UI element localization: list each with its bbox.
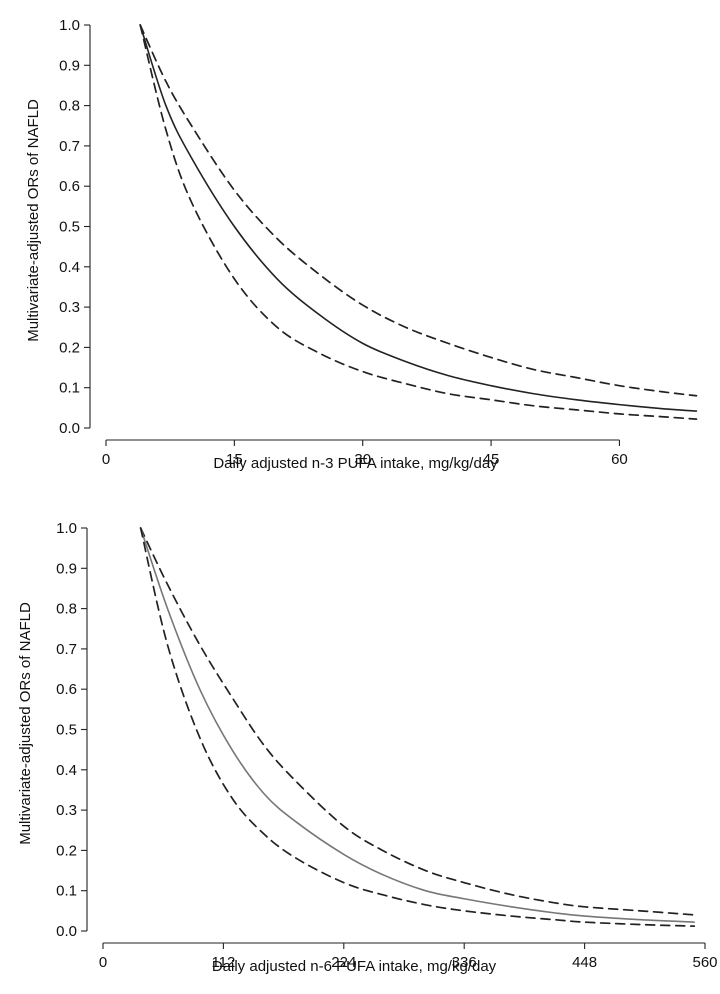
y-axis-label: Multivariate-adjusted ORs of NAFLD [17,602,34,845]
x-axis-label: Daily adjusted n-3 PUFA intake, mg/kg/da… [213,455,498,472]
y-tick-label: 0.1 [59,380,80,397]
y-tick-label: 0.8 [59,98,80,115]
y-tick-label: 0.6 [56,681,77,698]
y-tick-label: 0.9 [59,57,80,74]
y-tick-label: 0.4 [56,762,77,779]
x-tick-label: 112 [211,954,235,971]
y-tick-label: 1.0 [56,520,77,537]
y-tick-label: 0.9 [56,560,77,577]
x-tick-label: 45 [483,451,500,468]
x-tick-label: 30 [354,451,371,468]
y-tick-label: 0.0 [59,420,80,437]
y-tick-label: 0.6 [59,178,80,195]
x-tick-label: 0 [102,451,110,468]
y-tick-label: 0.7 [59,138,80,155]
y-tick-label: 1.0 [59,17,80,34]
y-tick-label: 0.8 [56,601,77,618]
x-tick-label: 224 [331,954,356,971]
confidence-bound-line-2 [139,24,698,420]
y-tick-label: 0.0 [56,923,77,940]
chart-n3-pufa: 0.0 0.1 0.2 0.3 0.4 0.5 0.6 0.7 0.8 0.9 1.0 0 15 30 45… [25,17,698,472]
x-tick-label: 560 [692,954,717,971]
y-tick-label: 0.5 [56,722,77,739]
chart-n6-pufa: 0.0 0.1 0.2 0.3 0.4 0.5 0.6 0.7 0.8 0.9 1.0 0 112 224… [17,520,718,975]
x-axis-label: Daily adjusted n-6 PUFA intake, mg/kg/da… [212,958,497,975]
y-axis-label: Multivariate-adjusted ORs of NAFLD [25,99,42,342]
estimate-line [139,24,698,412]
y-tick-label: 0.7 [56,641,77,658]
y-tick-label: 0.5 [59,219,80,236]
x-tick-label: 448 [572,954,597,971]
x-tick-label: 0 [99,954,107,971]
y-tick-label: 0.2 [56,842,77,859]
y-tick-label: 0.3 [56,802,77,819]
confidence-bound-line-0 [139,24,698,397]
y-tick-label: 0.1 [56,883,77,900]
y-tick-label: 0.2 [59,339,80,356]
x-tick-label: 15 [226,451,243,468]
x-tick-label: 336 [452,954,477,971]
x-tick-label: 60 [611,451,628,468]
confidence-bound-line-0 [139,527,696,916]
estimate-line [139,527,696,923]
y-tick-label: 0.4 [59,259,80,276]
confidence-bound-line-2 [139,527,696,928]
y-tick-label: 0.3 [59,299,80,316]
